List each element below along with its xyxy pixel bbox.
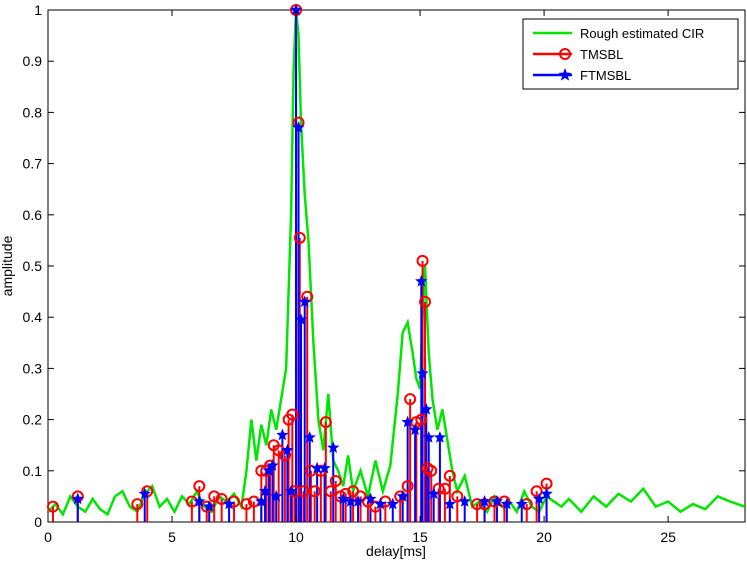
ftmsbl-point [193, 495, 206, 507]
ftmsbl-point [294, 313, 308, 326]
y-tick-label: 0.5 [23, 258, 43, 274]
legend: Rough estimated CIR TMSBL FTMSBL [522, 18, 739, 90]
tmsbl-point [329, 475, 342, 488]
ftmsbl-point [364, 492, 377, 505]
ftmsbl-point [71, 492, 84, 505]
ftmsbl-point [258, 484, 272, 497]
tmsbl-point [297, 485, 310, 498]
x-tick-label: 5 [168, 529, 176, 545]
ftmsbl-point [351, 495, 365, 507]
ftmsbl-point [284, 484, 298, 497]
y-tick-label: 0.8 [23, 104, 43, 120]
ftmsbl-point [344, 495, 357, 507]
tmsbl-point [208, 490, 221, 503]
legend-tmsbl-marker [559, 48, 571, 60]
series-layer [46, 3, 745, 522]
plot-frame [47, 9, 746, 523]
tick-layer: 0 5 10 15 20 25 0 0.1 0.2 0.3 0.4 0.5 0.6 0.7 0.8 0.9 1 [23, 2, 745, 545]
ftmsbl-point [270, 489, 283, 502]
ftmsbl-point [222, 497, 236, 510]
ftmsbl-point [336, 492, 350, 505]
ftmsbl-point [138, 487, 151, 500]
tmsbl-point [131, 498, 144, 511]
y-tick-label: 0.6 [23, 207, 43, 223]
y-tick-label: 0.2 [23, 412, 43, 428]
tmsbl-point [415, 413, 428, 426]
tmsbl-point [404, 393, 417, 406]
x-tick-label: 20 [536, 529, 552, 545]
y-tick-label: 0.4 [23, 309, 43, 325]
ftmsbl-point [281, 443, 294, 456]
y-tick-label: 0.7 [23, 156, 43, 172]
ftmsbl-point [386, 497, 399, 510]
y-axis-label: amplitude [0, 235, 15, 296]
tmsbl-point [293, 231, 306, 244]
ftmsbl-point [203, 500, 216, 512]
x-tick-label: 15 [412, 529, 428, 545]
y-tick-label: 0.1 [23, 463, 43, 479]
ftmsbl-point [266, 459, 279, 471]
legend-tmsbl-label: TMSBL [580, 47, 623, 62]
legend-cir-label: Rough estimated CIR [580, 26, 704, 41]
ftmsbl-point [515, 497, 528, 510]
tmsbl-point [193, 480, 206, 493]
ftmsbl-point [298, 295, 311, 308]
ftmsbl-point [478, 495, 491, 507]
ftmsbl-point [327, 441, 340, 454]
y-tick-label: 0.9 [23, 53, 43, 69]
y-tick-label: 1 [34, 2, 42, 18]
tmsbl-point [319, 416, 332, 429]
tmsbl-point [308, 485, 321, 498]
ftmsbl-point [318, 461, 331, 474]
tmsbl-point [425, 464, 438, 477]
tmsbl-point [438, 482, 451, 495]
x-tick-label: 10 [288, 529, 304, 545]
tmsbl-point [46, 500, 59, 513]
ftmsbl-point [416, 367, 429, 379]
ftmsbl-point [289, 3, 303, 16]
tmsbl-point [419, 295, 432, 308]
ftmsbl-point [458, 495, 471, 507]
ftmsbl-point [427, 487, 440, 500]
tmsbl-point [443, 469, 456, 482]
x-tick-label: 0 [44, 529, 52, 545]
y-tick-label: 0 [34, 514, 42, 530]
ftmsbl-point [255, 495, 268, 507]
ftmsbl-point [303, 431, 316, 443]
legend-ftmsbl-label: FTMSBL [580, 68, 631, 83]
ftmsbl-point [396, 489, 409, 502]
ftmsbl-point [310, 461, 324, 474]
tmsbl-point [324, 485, 337, 498]
ftmsbl-point [443, 497, 457, 510]
ftmsbl-point [422, 431, 435, 443]
ftmsbl-point [415, 274, 428, 287]
x-axis-label: delay[ms] [366, 543, 426, 559]
ftmsbl-point [532, 492, 546, 505]
tmsbl-point [416, 254, 429, 267]
ftmsbl-point [401, 415, 414, 428]
ftmsbl-point [292, 121, 305, 134]
ftmsbl-point [433, 431, 447, 443]
tmsbl-point [286, 408, 299, 421]
tmsbl-point [451, 490, 464, 503]
ftmsbl-point [408, 423, 422, 436]
ftmsbl-point [276, 428, 289, 441]
ftmsbl-point [374, 497, 387, 510]
tmsbl-point [530, 485, 543, 498]
ftmsbl-point [420, 402, 433, 415]
ftmsbl-point [540, 487, 553, 500]
ftmsbl-point [262, 464, 275, 477]
tmsbl-point [401, 480, 414, 493]
tmsbl-point [240, 498, 253, 511]
y-tick-label: 0.3 [23, 360, 43, 376]
legend-ftmsbl-marker [558, 68, 572, 81]
x-tick-label: 25 [660, 529, 676, 545]
ftmsbl-point [500, 497, 514, 510]
ftmsbl-point [490, 495, 504, 507]
tmsbl-point [215, 492, 228, 505]
